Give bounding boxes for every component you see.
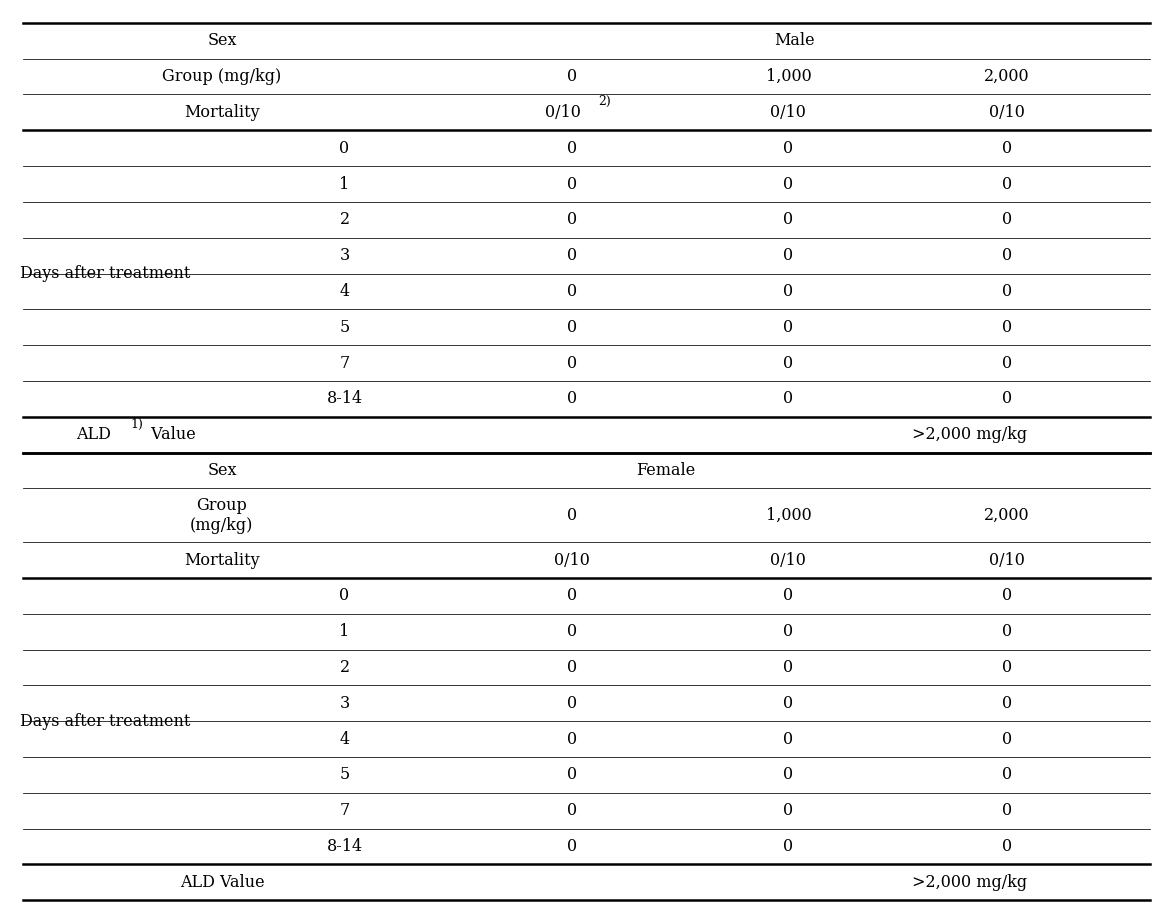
Text: 0: 0 xyxy=(1002,623,1011,640)
Text: Days after treatment: Days after treatment xyxy=(20,713,190,729)
Text: 2,000: 2,000 xyxy=(983,506,1030,524)
Text: 0: 0 xyxy=(1002,283,1011,300)
Text: Male: Male xyxy=(774,32,814,49)
Text: Group (mg/kg): Group (mg/kg) xyxy=(162,68,281,85)
Text: 0: 0 xyxy=(784,659,793,676)
Text: 0: 0 xyxy=(1002,767,1011,783)
Text: 0: 0 xyxy=(568,506,577,524)
Text: 0: 0 xyxy=(568,659,577,676)
Text: Days after treatment: Days after treatment xyxy=(20,265,190,282)
Text: 1: 1 xyxy=(340,175,349,193)
Text: Value: Value xyxy=(146,426,196,443)
Text: 1): 1) xyxy=(131,418,144,430)
Text: 0: 0 xyxy=(568,623,577,640)
Text: 0: 0 xyxy=(568,355,577,372)
Text: Mortality: Mortality xyxy=(185,551,259,569)
Text: 8-14: 8-14 xyxy=(327,390,362,408)
Text: 0: 0 xyxy=(784,247,793,264)
Text: 0: 0 xyxy=(1002,802,1011,819)
Text: >2,000 mg/kg: >2,000 mg/kg xyxy=(912,426,1027,443)
Text: 0: 0 xyxy=(568,283,577,300)
Text: 0: 0 xyxy=(1002,838,1011,856)
Text: 0: 0 xyxy=(1002,211,1011,228)
Text: 0: 0 xyxy=(784,175,793,193)
Text: 0: 0 xyxy=(568,730,577,748)
Text: 0/10: 0/10 xyxy=(771,104,806,121)
Text: 0: 0 xyxy=(1002,390,1011,408)
Text: 0: 0 xyxy=(568,247,577,264)
Text: 0: 0 xyxy=(784,588,793,604)
Text: 5: 5 xyxy=(340,319,349,335)
Text: 0: 0 xyxy=(1002,588,1011,604)
Text: 7: 7 xyxy=(340,355,349,372)
Text: 0: 0 xyxy=(1002,140,1011,156)
Text: 1: 1 xyxy=(340,623,349,640)
Text: 0: 0 xyxy=(568,68,577,85)
Text: 0: 0 xyxy=(1002,319,1011,335)
Text: 0: 0 xyxy=(784,695,793,712)
Text: 0: 0 xyxy=(1002,355,1011,372)
Text: Group
(mg/kg): Group (mg/kg) xyxy=(190,497,253,534)
Text: 0: 0 xyxy=(1002,175,1011,193)
Text: 0: 0 xyxy=(568,767,577,783)
Text: 3: 3 xyxy=(340,695,349,712)
Text: ALD Value: ALD Value xyxy=(180,874,264,891)
Text: 0: 0 xyxy=(784,767,793,783)
Text: 0: 0 xyxy=(784,140,793,156)
Text: 0: 0 xyxy=(568,390,577,408)
Text: 0: 0 xyxy=(784,319,793,335)
Text: 0: 0 xyxy=(568,175,577,193)
Text: 0: 0 xyxy=(1002,695,1011,712)
Text: 8-14: 8-14 xyxy=(327,838,362,856)
Text: 0/10: 0/10 xyxy=(555,551,590,569)
Text: 0/10: 0/10 xyxy=(989,551,1024,569)
Text: Female: Female xyxy=(637,462,695,479)
Text: 5: 5 xyxy=(340,767,349,783)
Text: 3: 3 xyxy=(340,247,349,264)
Text: 0: 0 xyxy=(784,730,793,748)
Text: 0: 0 xyxy=(784,211,793,228)
Text: 0/10: 0/10 xyxy=(989,104,1024,121)
Text: 4: 4 xyxy=(340,283,349,300)
Text: 0: 0 xyxy=(1002,730,1011,748)
Text: ALD: ALD xyxy=(76,426,111,443)
Text: 1,000: 1,000 xyxy=(765,506,812,524)
Text: 0: 0 xyxy=(568,140,577,156)
Text: Sex: Sex xyxy=(207,32,237,49)
Text: 2: 2 xyxy=(340,659,349,676)
Text: 0: 0 xyxy=(340,588,349,604)
Text: 0: 0 xyxy=(784,623,793,640)
Text: 0: 0 xyxy=(784,355,793,372)
Text: 0: 0 xyxy=(784,390,793,408)
Text: 0: 0 xyxy=(568,211,577,228)
Text: 0/10: 0/10 xyxy=(771,551,806,569)
Text: 0: 0 xyxy=(568,588,577,604)
Text: 0: 0 xyxy=(1002,659,1011,676)
Text: 2,000: 2,000 xyxy=(983,68,1030,85)
Text: 0: 0 xyxy=(340,140,349,156)
Text: 0: 0 xyxy=(568,802,577,819)
Text: 1,000: 1,000 xyxy=(765,68,812,85)
Text: 2: 2 xyxy=(340,211,349,228)
Text: Mortality: Mortality xyxy=(185,104,259,121)
Text: Sex: Sex xyxy=(207,462,237,479)
Text: 0: 0 xyxy=(568,695,577,712)
Text: 7: 7 xyxy=(340,802,349,819)
Text: 0: 0 xyxy=(784,283,793,300)
Text: 0: 0 xyxy=(568,838,577,856)
Text: >2,000 mg/kg: >2,000 mg/kg xyxy=(912,874,1027,891)
Text: 0/10: 0/10 xyxy=(545,104,580,121)
Text: 2): 2) xyxy=(598,95,611,108)
Text: 0: 0 xyxy=(784,802,793,819)
Text: 0: 0 xyxy=(784,838,793,856)
Text: 0: 0 xyxy=(1002,247,1011,264)
Text: 0: 0 xyxy=(568,319,577,335)
Text: 4: 4 xyxy=(340,730,349,748)
